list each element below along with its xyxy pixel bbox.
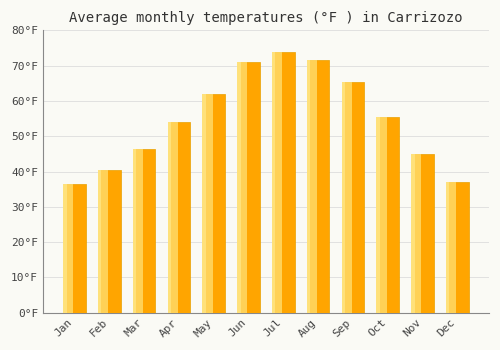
Bar [376,117,386,313]
Bar [272,51,282,313]
Bar [376,117,399,313]
Bar [411,154,422,313]
Bar [98,170,120,313]
Bar [342,82,352,313]
Bar [98,170,108,313]
Bar [307,61,310,313]
Bar [63,184,86,313]
Bar [237,62,240,313]
Bar [133,149,156,313]
Bar [133,149,136,313]
Bar [342,82,345,313]
Bar [307,61,330,313]
Bar [411,154,414,313]
Bar [98,170,102,313]
Bar [63,184,66,313]
Title: Average monthly temperatures (°F ) in Carrizozo: Average monthly temperatures (°F ) in Ca… [69,11,462,25]
Bar [446,182,456,313]
Bar [237,62,248,313]
Bar [133,149,143,313]
Bar [307,61,317,313]
Bar [272,51,276,313]
Bar [202,94,212,313]
Bar [202,94,206,313]
Bar [168,122,171,313]
Bar [446,182,450,313]
Bar [168,122,190,313]
Bar [63,184,74,313]
Bar [237,62,260,313]
Bar [376,117,380,313]
Bar [411,154,434,313]
Bar [168,122,178,313]
Bar [272,51,294,313]
Bar [202,94,225,313]
Bar [342,82,364,313]
Bar [446,182,468,313]
